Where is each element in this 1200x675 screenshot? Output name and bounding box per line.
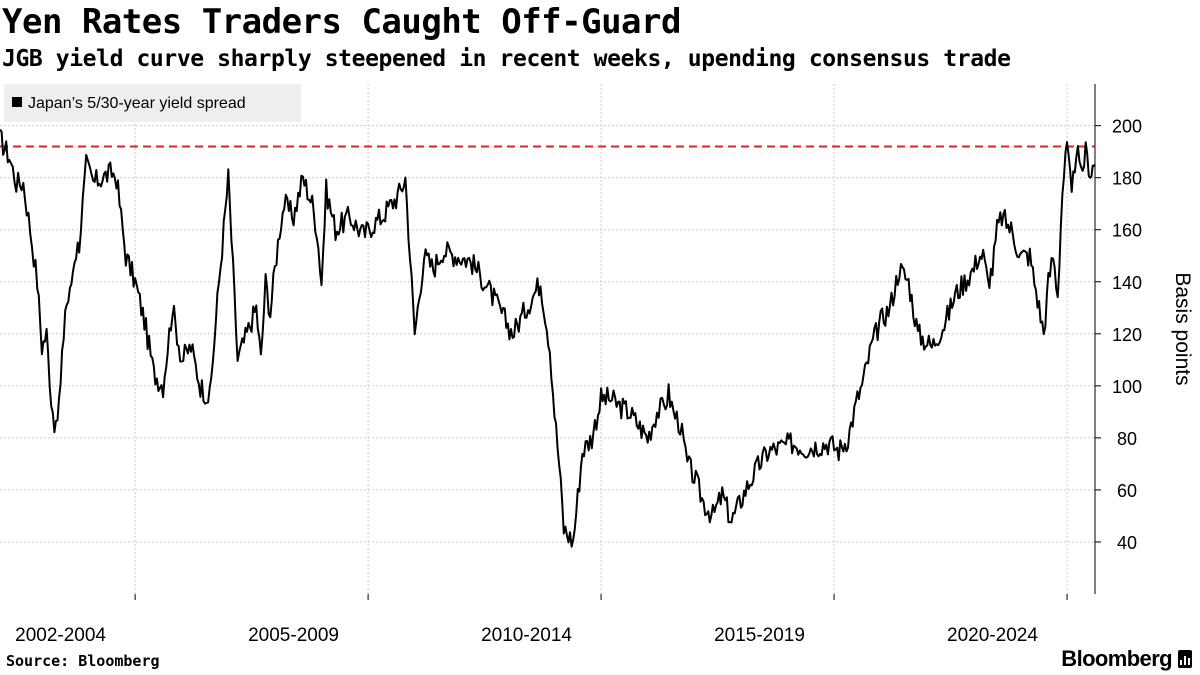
source-note: Source: Bloomberg	[6, 652, 160, 670]
x-tick-label: 2005-2009	[248, 625, 339, 646]
y-tick-label: 200	[1112, 117, 1142, 137]
x-tick-label: 2002-2004	[15, 625, 106, 646]
legend-swatch	[12, 97, 22, 107]
y-tick-label: 120	[1112, 325, 1142, 345]
series-group	[0, 128, 1096, 548]
legend-background	[4, 84, 301, 122]
x-tick-label: 2010-2014	[481, 625, 572, 646]
chart-title: Yen Rates Traders Caught Off-Guard	[2, 2, 681, 42]
grid-lines	[0, 84, 1095, 594]
chart-subtitle: JGB yield curve sharply steepened in rec…	[2, 46, 1011, 72]
x-tick-label: 2015-2019	[714, 625, 805, 646]
y-tick-label: 140	[1112, 273, 1142, 293]
brand-logo: Bloomberg	[1061, 646, 1192, 672]
y-tick-label: 80	[1117, 429, 1137, 449]
x-tick-label: 2020-2024	[947, 625, 1038, 646]
legend-label: Japan’s 5/30-year yield spread	[28, 95, 246, 112]
y-tick-label: 180	[1112, 169, 1142, 189]
y-tick-label: 60	[1117, 481, 1137, 501]
y-axis-title: Basis points	[1171, 272, 1194, 385]
series-line	[0, 128, 1096, 548]
y-tick-label: 100	[1112, 377, 1142, 397]
bar-chart-icon	[1178, 650, 1192, 668]
legend: Japan’s 5/30-year yield spread	[4, 84, 301, 122]
axes: 40 60 80 100 120 140 160 180 200 2002-2004 2005-20…	[15, 84, 1194, 646]
y-tick-label: 40	[1117, 533, 1137, 553]
y-tick-label: 160	[1112, 221, 1142, 241]
brand-wordmark: Bloomberg	[1061, 646, 1172, 671]
